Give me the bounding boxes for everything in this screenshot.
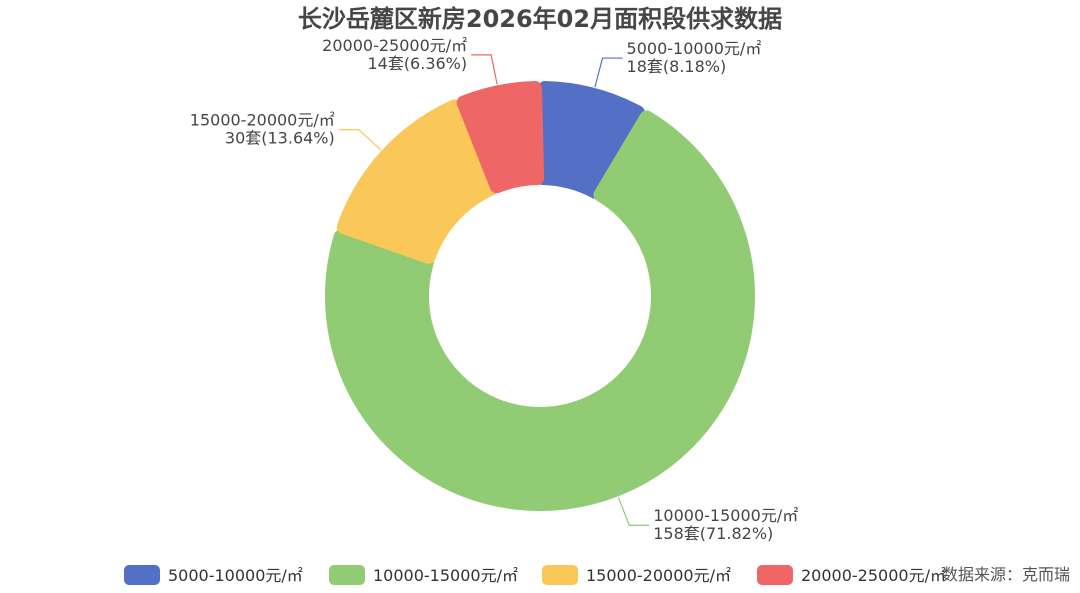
slice-label-value: 14套(6.36%) [367,54,467,73]
legend-label: 5000-10000元/㎡ [168,566,303,585]
slice-label-name: 20000-25000元/㎡ [322,36,467,55]
legend-item-5000-10000[interactable]: 5000-10000元/㎡ [124,565,303,585]
legend-item-20000-25000[interactable]: 20000-25000元/㎡ [757,565,946,585]
legend: 5000-10000元/㎡ 10000-15000元/㎡ 15000-20000元/… [124,565,946,585]
leader-line-20000-25000 [471,54,498,85]
legend-item-10000-15000[interactable]: 10000-15000元/㎡ [329,565,518,585]
donut-slices [325,81,755,511]
slice-label-value: 158套(71.82%) [653,524,773,543]
legend-label: 20000-25000元/㎡ [801,566,946,585]
slice-10000-15000[interactable] [325,110,755,511]
leader-line-15000-20000 [338,129,382,151]
slice-label-name: 10000-15000元/㎡ [653,506,798,525]
legend-label: 15000-20000元/㎡ [586,566,731,585]
legend-swatch [124,565,160,585]
legend-swatch [542,565,578,585]
slice-20000-25000[interactable] [456,81,545,194]
leader-line-10000-15000 [617,497,650,526]
slice-label-value: 30套(13.64%) [225,129,335,148]
slice-label-name: 15000-20000元/㎡ [190,111,335,130]
legend-item-15000-20000[interactable]: 15000-20000元/㎡ [542,565,731,585]
legend-swatch [329,565,365,585]
leader-line-5000-10000 [594,57,623,88]
slice-label-name: 5000-10000元/㎡ [627,39,762,58]
legend-label: 10000-15000元/㎡ [373,566,518,585]
slice-15000-20000[interactable] [336,99,499,264]
slice-5000-10000[interactable] [535,81,645,199]
chart-title: 长沙岳麓区新房2026年02月面积段供求数据 [298,5,782,33]
legend-swatch [757,565,793,585]
data-source-note: 数据来源：克而瑞 [942,565,1070,584]
slice-label-value: 18套(8.18%) [627,57,727,76]
